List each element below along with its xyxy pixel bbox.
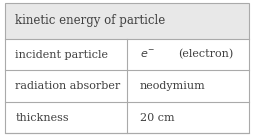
Text: incident particle: incident particle (15, 50, 108, 60)
Text: 20 cm: 20 cm (140, 112, 174, 123)
Text: (electron): (electron) (178, 49, 233, 60)
Text: $e^{-}$: $e^{-}$ (140, 49, 155, 60)
Text: thickness: thickness (15, 112, 69, 123)
Text: radiation absorber: radiation absorber (15, 81, 120, 91)
Text: kinetic energy of particle: kinetic energy of particle (15, 14, 166, 27)
Bar (5, 3, 249, 39)
Text: neodymium: neodymium (140, 81, 205, 91)
